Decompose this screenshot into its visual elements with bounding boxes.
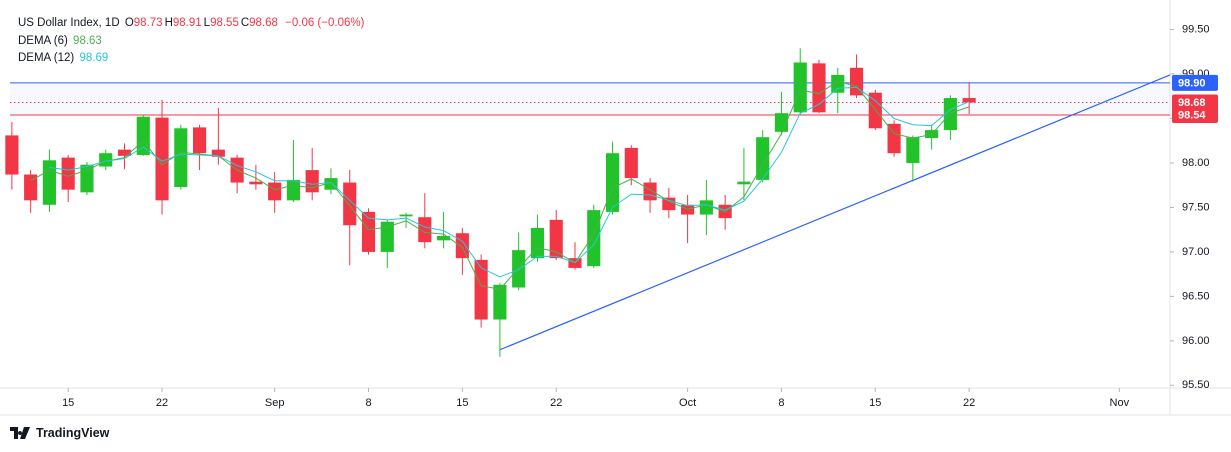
price-band	[10, 82, 1170, 115]
indicator-value: 98.63	[73, 35, 102, 47]
indicator-line	[49, 86, 970, 278]
candle-body	[117, 149, 132, 156]
candle-body	[5, 135, 19, 175]
candle-body	[324, 178, 338, 190]
candle-body	[812, 63, 826, 113]
candle-body	[756, 137, 770, 180]
candle-body	[80, 164, 94, 193]
x-tick-label: 22	[156, 397, 168, 409]
candle-body	[24, 174, 38, 201]
candle-body	[549, 219, 563, 259]
candle-body	[624, 147, 638, 179]
y-tick-label: 96.50	[1182, 290, 1210, 302]
price-change: −0.06 (−0.06%)	[285, 17, 365, 29]
candle-body	[699, 200, 713, 215]
brand-logo	[10, 427, 30, 439]
ohlc-key: O	[124, 17, 134, 29]
candle-body	[849, 67, 864, 96]
candle-body	[136, 116, 150, 155]
candle-body	[605, 153, 620, 212]
price-label-box	[1172, 74, 1218, 91]
plot-background	[10, 10, 1170, 388]
price-label: 98.68	[1178, 97, 1206, 109]
candle-body	[962, 98, 976, 103]
candle-body	[474, 259, 488, 320]
candle-body	[399, 214, 413, 217]
y-tick-label: 97.50	[1182, 201, 1210, 213]
y-tick-label: 96.00	[1182, 335, 1210, 347]
x-tick-label: 15	[456, 397, 468, 409]
candle-body	[793, 62, 807, 113]
candle-body	[193, 127, 207, 154]
candle-body	[361, 211, 376, 252]
candle-body	[737, 181, 751, 185]
candle-body	[643, 182, 657, 201]
indicator-line	[30, 80, 970, 290]
header-ohlc: US Dollar Index, 1D O98.73 H98.91 L98.55 C9…	[18, 17, 366, 29]
candle-body	[268, 182, 282, 201]
symbol-title: US Dollar Index, 1D	[18, 17, 120, 29]
x-tick-label: 22	[963, 397, 975, 409]
candle-body	[437, 235, 451, 241]
indicator-legend: DEMA (6) 98.63	[18, 35, 104, 47]
candle-body	[868, 92, 882, 129]
trendline	[499, 74, 1171, 351]
candle-body	[906, 137, 920, 163]
footer[interactable]: TradingView	[10, 426, 109, 440]
indicator-name: DEMA (12)	[18, 52, 75, 64]
ohlc-value: 98.55	[210, 17, 239, 29]
candle-body	[380, 221, 394, 252]
price-label: 98.90	[1178, 77, 1206, 89]
ohlc-key: C	[240, 17, 250, 29]
ohlc-value: 98.73	[133, 17, 163, 29]
brand-name: TradingView	[36, 426, 110, 440]
x-tick-label: Oct	[679, 397, 696, 409]
candle-body	[943, 98, 957, 131]
candle-body	[155, 117, 169, 201]
candle-body	[455, 233, 469, 259]
x-tick-label: 22	[550, 397, 562, 409]
candle-body	[512, 250, 526, 288]
candle-body	[418, 217, 432, 243]
x-tick-label: 15	[62, 397, 74, 409]
candle-body	[286, 179, 300, 201]
candle-body	[42, 160, 56, 205]
x-tick-label: 8	[365, 397, 371, 409]
ohlc-values: O98.73 H98.91 L98.55 C98.68	[125, 17, 280, 29]
y-tick-label: 95.50	[1182, 379, 1210, 391]
price-label-box	[1172, 106, 1218, 123]
y-tick-label: 99.50	[1182, 23, 1210, 35]
candle-body	[530, 227, 545, 259]
x-tick-label: Sep	[265, 397, 285, 409]
y-tick-label: 97.00	[1182, 246, 1210, 258]
candle-body	[493, 284, 507, 320]
indicator-name: DEMA (6)	[18, 35, 68, 47]
ohlc-value: 98.68	[249, 17, 278, 29]
candle-body	[343, 182, 357, 226]
candle-body	[174, 128, 188, 187]
x-tick-label: 8	[778, 397, 784, 409]
x-tick-label: Nov	[1110, 397, 1130, 409]
candle-body	[662, 197, 676, 211]
price-label: 98.54	[1178, 109, 1206, 121]
candle-body	[305, 170, 319, 193]
candle-body	[587, 210, 601, 267]
candle-body	[249, 181, 263, 185]
indicator-legend: DEMA (12) 98.69	[18, 52, 110, 64]
ohlc-key: L	[203, 17, 211, 29]
price-label-box	[1172, 94, 1218, 111]
indicator-value: 98.69	[79, 52, 109, 64]
y-tick-label: 98.00	[1182, 157, 1210, 169]
x-tick-label: 15	[869, 397, 881, 409]
ohlc-value: 98.91	[172, 17, 202, 29]
candle-body	[61, 157, 75, 190]
candle-body	[887, 123, 901, 154]
candle-body	[211, 149, 225, 157]
ohlc-key: H	[164, 17, 173, 29]
